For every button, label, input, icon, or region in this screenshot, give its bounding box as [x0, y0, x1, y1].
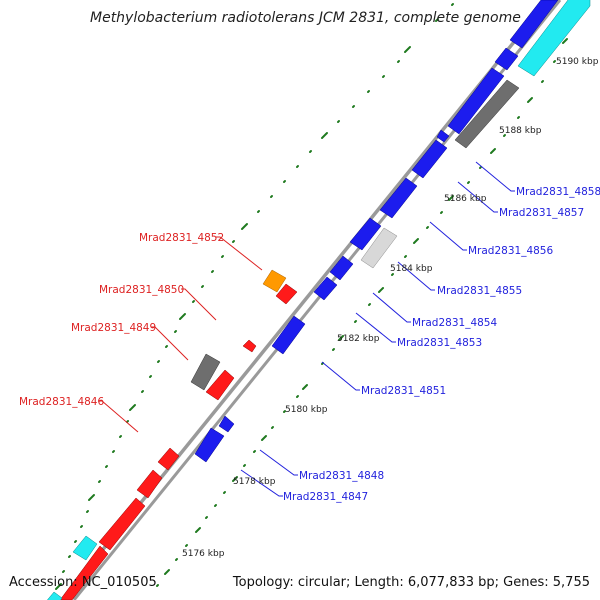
gene-label[interactable]: Mrad2831_4850: [99, 284, 184, 296]
gene-label[interactable]: Mrad2831_4858: [516, 186, 600, 198]
gene-feature[interactable]: [136, 469, 163, 499]
gene-label[interactable]: Mrad2831_4847: [283, 491, 368, 503]
gene-feature[interactable]: [98, 497, 146, 551]
genome-backbone-line: [60, 0, 550, 600]
kbp-label: 5190 kbp: [556, 57, 599, 67]
gene-feature[interactable]: [436, 129, 450, 143]
gene-feature[interactable]: [157, 447, 180, 471]
reverse-gene-labels: Mrad2831_4852 Mrad2831_4850 Mrad2831_484…: [19, 232, 224, 408]
gene-feature[interactable]: [194, 427, 225, 463]
gene-feature[interactable]: [313, 276, 338, 301]
gene-feature[interactable]: [271, 315, 306, 355]
kbp-label: 5178 kbp: [233, 477, 276, 487]
gene-label[interactable]: Mrad2831_4854: [412, 317, 497, 329]
accession-text: Accession: NC_010505: [9, 575, 157, 590]
gene-label[interactable]: Mrad2831_4848: [299, 470, 384, 482]
kbp-label: 5176 kbp: [182, 549, 225, 559]
gene-feature[interactable]: [360, 227, 398, 269]
gene-feature[interactable]: [218, 415, 235, 433]
gene-feature[interactable]: [44, 591, 63, 600]
gene-feature[interactable]: [205, 369, 235, 401]
gene-label[interactable]: Mrad2831_4856: [468, 245, 553, 257]
map-title: Methylobacterium radiotolerans JCM 2831,…: [90, 10, 521, 26]
gene-feature[interactable]: [349, 217, 382, 251]
kbp-label: 5188 kbp: [499, 126, 542, 136]
gene-feature[interactable]: [190, 353, 221, 391]
gene-feature[interactable]: [242, 339, 257, 353]
forward-leader-lines: [240, 161, 515, 497]
gene-feature[interactable]: [72, 535, 98, 561]
gene-label[interactable]: Mrad2831_4855: [437, 285, 522, 297]
kbp-label: 5186 kbp: [444, 194, 487, 204]
gene-feature[interactable]: [379, 177, 418, 219]
gene-feature[interactable]: [454, 79, 520, 149]
gene-feature[interactable]: [59, 545, 109, 600]
gene-label[interactable]: Mrad2831_4849: [71, 322, 156, 334]
kbp-label: 5182 kbp: [337, 334, 380, 344]
gene-label[interactable]: Mrad2831_4851: [361, 385, 446, 397]
outer-tick-track: [55, 3, 454, 590]
gene-feature[interactable]: [517, 0, 591, 77]
reverse-strand-track: [44, 269, 298, 600]
forward-strand-track: [194, 0, 591, 463]
gene-feature[interactable]: [509, 0, 559, 49]
kbp-label: 5180 kbp: [285, 405, 328, 415]
gene-feature[interactable]: [447, 67, 505, 135]
inner-tick-track: [156, 21, 575, 587]
gene-feature[interactable]: [262, 269, 287, 293]
kbp-scale-labels: 5176 kbp 5178 kbp 5180 kbp 5182 kbp 5184…: [182, 57, 599, 559]
gene-feature[interactable]: [494, 47, 519, 71]
gene-feature[interactable]: [329, 255, 354, 281]
genome-summary-text: Topology: circular; Length: 6,077,833 bp…: [232, 575, 590, 590]
gene-label[interactable]: Mrad2831_4853: [397, 337, 482, 349]
forward-gene-labels: Mrad2831_4858 Mrad2831_4857 Mrad2831_485…: [283, 186, 600, 503]
gene-label[interactable]: Mrad2831_4852: [139, 232, 224, 244]
gene-label[interactable]: Mrad2831_4846: [19, 396, 104, 408]
reverse-leader-lines: [98, 236, 263, 433]
gene-label[interactable]: Mrad2831_4857: [499, 207, 584, 219]
gene-feature[interactable]: [411, 139, 448, 179]
kbp-label: 5184 kbp: [390, 264, 433, 274]
gene-feature[interactable]: [275, 283, 298, 305]
